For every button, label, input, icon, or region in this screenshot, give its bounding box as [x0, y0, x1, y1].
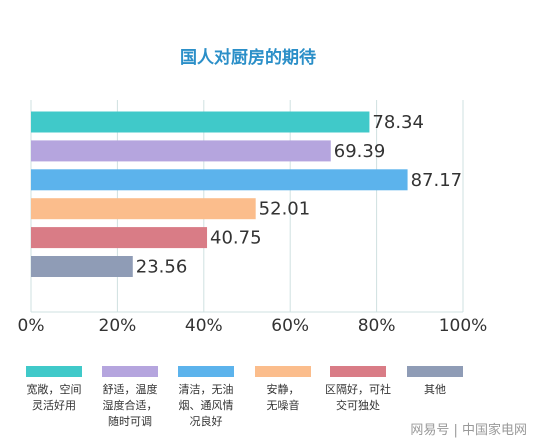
value-label: 69.39: [334, 141, 386, 162]
x-tick-label: 0%: [18, 316, 45, 336]
x-tick-label: 60%: [271, 316, 309, 336]
legend-label: 安静， 无噪音: [266, 383, 300, 412]
x-tick-label: 80%: [358, 316, 396, 336]
value-label: 23.56: [136, 257, 188, 278]
chart-title: 国人对厨房的期待: [180, 47, 316, 68]
x-tick-label: 40%: [185, 316, 223, 336]
legend-label: 宽敞，空间 灵活好用: [26, 383, 82, 412]
legend-swatch: [178, 366, 234, 377]
legend-swatch: [407, 366, 463, 377]
x-tick-label: 100%: [439, 316, 488, 336]
value-label: 78.34: [372, 112, 424, 133]
legend-swatch: [255, 366, 311, 377]
value-label: 87.17: [411, 170, 463, 191]
legend-swatch: [330, 366, 386, 377]
watermark: 网易号 | 中国家电网: [410, 423, 527, 438]
bar: [31, 256, 133, 277]
legend-label: 区隔好，可社 交可独处: [325, 383, 391, 412]
legend-label: 其他: [424, 383, 446, 396]
x-tick-label: 20%: [99, 316, 137, 336]
bar: [31, 111, 370, 133]
value-label: 52.01: [259, 199, 311, 220]
bar: [31, 169, 408, 191]
value-label: 40.75: [210, 228, 262, 249]
legend-swatch: [102, 366, 158, 377]
legend-swatch: [26, 366, 82, 377]
bar: [31, 198, 256, 220]
legend-label: 舒适，温度 湿度合适， 随时可调: [102, 383, 158, 428]
bar: [31, 227, 208, 249]
bar: [31, 140, 331, 162]
legend-label: 清洁，无油 烟、通风情 况良好: [178, 383, 234, 428]
